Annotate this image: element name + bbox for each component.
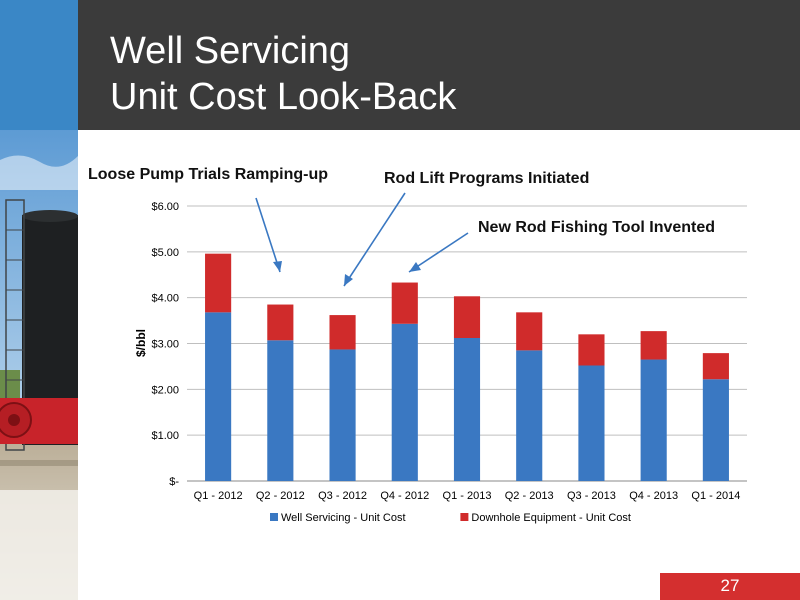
- legend-swatch: [270, 513, 278, 521]
- bar-segment: [453, 296, 481, 338]
- y-tick-label: $-: [169, 476, 179, 488]
- legend-label: Well Servicing - Unit Cost: [281, 512, 406, 524]
- bar-segment: [205, 312, 232, 481]
- arrow-rod-fishing-tool: [408, 232, 469, 273]
- annotation-loose-pump: Loose Pump Trials Ramping-up: [88, 166, 329, 183]
- x-tick-label: Q1 - 2014: [691, 490, 740, 502]
- slide-title-line-1: Well Servicing: [110, 30, 351, 72]
- y-tick-label: $2.00: [151, 384, 179, 396]
- slide-title-line-2: Unit Cost Look-Back: [110, 76, 457, 118]
- arrow-rod-lift-head: [344, 274, 353, 286]
- bar-segment: [516, 350, 543, 481]
- x-tick-label: Q2 - 2012: [256, 490, 305, 502]
- y-axis-label: $/bbl: [134, 329, 148, 357]
- bar-segment: [578, 334, 605, 366]
- annotation-rod-fishing-tool: New Rod Fishing Tool Invented: [478, 219, 716, 236]
- bar-segment: [702, 379, 729, 481]
- x-tick-label: Q1 - 2013: [443, 490, 492, 502]
- bar-segment: [329, 315, 356, 350]
- page-number: 27: [720, 576, 740, 595]
- x-tick-label: Q3 - 2012: [318, 490, 367, 502]
- legend-label: Downhole Equipment - Unit Cost: [471, 512, 631, 524]
- y-tick-label: $6.00: [151, 201, 179, 213]
- bar-segment: [453, 338, 481, 481]
- bar-segment: [640, 359, 667, 481]
- y-tick-label: $5.00: [151, 247, 179, 259]
- background-photo: [0, 130, 78, 600]
- bar-segment: [329, 349, 356, 481]
- bar-segment: [267, 340, 294, 481]
- legend-swatch: [460, 513, 469, 521]
- page-number-badge: 27: [660, 573, 800, 600]
- y-tick-label: $3.00: [151, 339, 179, 351]
- bar-segment: [391, 282, 418, 324]
- bar-segment: [578, 365, 605, 481]
- x-tick-label: Q1 - 2012: [194, 490, 243, 502]
- bar-segment: [391, 323, 418, 481]
- x-tick-label: Q4 - 2013: [629, 490, 678, 502]
- arrow-rod-fishing-tool-head: [409, 262, 421, 272]
- annotation-arrows: [255, 192, 469, 287]
- x-tick-label: Q3 - 2013: [567, 490, 616, 502]
- annotation-rod-lift: Rod Lift Programs Initiated: [384, 170, 590, 187]
- arrow-rod-lift: [343, 192, 406, 287]
- bar-segment: [640, 331, 667, 360]
- x-tick-label: Q2 - 2013: [505, 490, 554, 502]
- accent-block: [0, 0, 78, 130]
- bar-segment: [267, 304, 294, 341]
- bar-segment: [516, 312, 543, 351]
- chart-legend: Well Servicing - Unit Cost Downhole Equip…: [270, 512, 631, 524]
- title-bar: [78, 0, 800, 130]
- arrow-loose-pump-head: [273, 261, 282, 272]
- bar-segment: [702, 353, 729, 380]
- x-tick-label: Q4 - 2012: [380, 490, 429, 502]
- slide-title: Well Servicing Unit Cost Look-Back: [110, 28, 456, 120]
- bar-segment: [205, 253, 232, 313]
- arrow-loose-pump: [255, 197, 281, 273]
- y-tick-label: $4.00: [151, 293, 179, 305]
- y-tick-label: $1.00: [151, 430, 179, 442]
